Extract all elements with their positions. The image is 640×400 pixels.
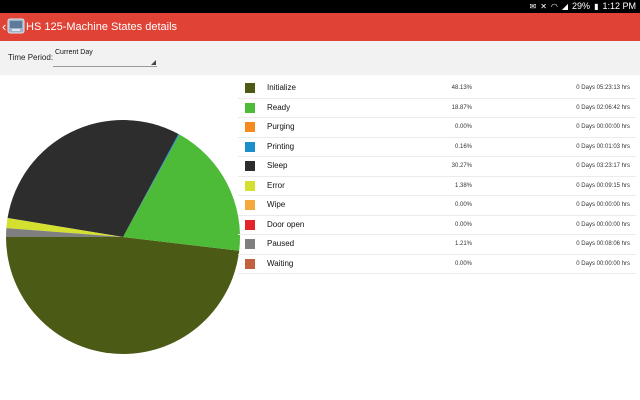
back-arrow-icon[interactable]: ‹: [2, 19, 7, 34]
state-duration: 0 Days 00:08:06 hrs: [576, 241, 630, 247]
legend-row-ready[interactable]: Ready 18.87% 0 Days 02:06:42 hrs: [238, 99, 636, 118]
state-duration: 0 Days 02:06:42 hrs: [576, 104, 630, 111]
state-duration: 0 Days 00:09:15 hrs: [576, 182, 630, 189]
pie-slice-error[interactable]: [6, 218, 123, 237]
state-percent: 48.13%: [451, 85, 472, 91]
state-percent: 0.00%: [454, 202, 472, 208]
state-name: Sleep: [267, 161, 288, 170]
state-name: Wipe: [267, 200, 286, 209]
legend-swatch: [245, 239, 255, 249]
legend-row-error[interactable]: Error 1.38% 0 Days 00:09:15 hrs: [238, 177, 636, 196]
legend-row-initialize[interactable]: Initialize 48.13% 0 Days 05:23:13 hrs: [238, 79, 636, 99]
state-duration: 0 Days 00:00:00 hrs: [576, 260, 630, 267]
machine-states-legend: Initialize 48.13% 0 Days 05:23:13 hrs Ready…: [238, 79, 636, 274]
status-icons: ✉ ✕ ◠ ◢ 29% ▮ 1:12 PM: [530, 0, 637, 13]
state-name: Printing: [267, 141, 295, 151]
time-period-value: Current Day: [55, 49, 93, 56]
state-name: Ready: [267, 102, 291, 112]
legend-swatch: [245, 83, 255, 93]
status-bar: ✉ ✕ ◠ ◢ 29% ▮ 1:12 PM: [0, 0, 640, 13]
state-percent: 0.16%: [454, 143, 472, 150]
notification-icon: ✉: [529, 2, 537, 11]
legend-row-printing[interactable]: Printing 0.16% 0 Days 00:01:03 hrs: [238, 138, 636, 157]
state-percent: 0.00%: [454, 221, 472, 228]
state-duration: 0 Days 00:00:00 hrs: [576, 124, 630, 130]
state-percent: 1.38%: [454, 182, 472, 189]
time-period-label: Time Period:: [8, 53, 54, 62]
state-duration: 0 Days 05:23:13 hrs: [576, 85, 630, 91]
state-duration: 0 Days 00:00:00 hrs: [576, 221, 630, 228]
state-name: Paused: [267, 239, 295, 248]
state-percent: 18.87%: [451, 104, 472, 111]
signal-icon: ◢: [561, 2, 569, 11]
legend-swatch: [245, 161, 255, 171]
battery-icon: ▮: [594, 2, 599, 11]
legend-swatch: [245, 122, 255, 132]
filter-area: Time Period: Current Day: [0, 41, 640, 75]
legend-swatch: [245, 180, 255, 191]
state-name: Initialize: [267, 83, 296, 92]
state-name: Door open: [267, 219, 305, 229]
legend-swatch: [245, 258, 255, 269]
app-bar: ‹ HS 125-Machine States details: [0, 13, 640, 41]
legend-row-waiting[interactable]: Waiting 0.00% 0 Days 00:00:00 hrs: [238, 255, 636, 274]
clock: 1:12 PM: [602, 1, 636, 11]
state-name: Waiting: [267, 258, 294, 268]
page-title: HS 125-Machine States details: [26, 21, 178, 33]
pie-slice-ready[interactable]: [123, 134, 240, 251]
state-percent: 1.21%: [454, 241, 472, 247]
legend-row-sleep[interactable]: Sleep 30.27% 0 Days 03:23:17 hrs: [238, 157, 636, 177]
state-duration: 0 Days 00:01:03 hrs: [576, 143, 630, 150]
state-name: Error: [267, 180, 285, 190]
state-name: Purging: [267, 122, 295, 131]
pie-slice-printing[interactable]: [123, 133, 180, 237]
pie-slice-sleep[interactable]: [7, 120, 179, 237]
pie-slice-initialize[interactable]: [6, 237, 240, 355]
state-duration: 0 Days 03:23:17 hrs: [576, 163, 630, 169]
dropdown-arrow-icon: [151, 60, 156, 65]
legend-row-purging[interactable]: Purging 0.00% 0 Days 00:00:00 hrs: [238, 118, 636, 138]
time-period-dropdown[interactable]: Current Day: [53, 46, 157, 67]
app-logo-icon: [7, 18, 25, 34]
state-percent: 0.00%: [454, 260, 472, 267]
legend-swatch: [245, 141, 255, 152]
state-duration: 0 Days 00:00:00 hrs: [576, 202, 630, 208]
legend-swatch: [245, 219, 255, 230]
legend-row-paused[interactable]: Paused 1.21% 0 Days 00:08:06 hrs: [238, 235, 636, 255]
wifi-icon: ◠: [550, 2, 558, 11]
pie-slice-paused[interactable]: [6, 228, 123, 237]
legend-row-door-open[interactable]: Door open 0.00% 0 Days 00:00:00 hrs: [238, 216, 636, 235]
battery-percent: 29%: [572, 1, 591, 11]
mute-icon: ✕: [540, 2, 547, 11]
machine-states-pie-chart: [0, 75, 245, 400]
state-percent: 30.27%: [451, 163, 472, 169]
legend-row-wipe[interactable]: Wipe 0.00% 0 Days 00:00:00 hrs: [238, 196, 636, 216]
legend-swatch: [245, 102, 255, 113]
legend-swatch: [245, 200, 255, 210]
state-percent: 0.00%: [454, 124, 472, 130]
